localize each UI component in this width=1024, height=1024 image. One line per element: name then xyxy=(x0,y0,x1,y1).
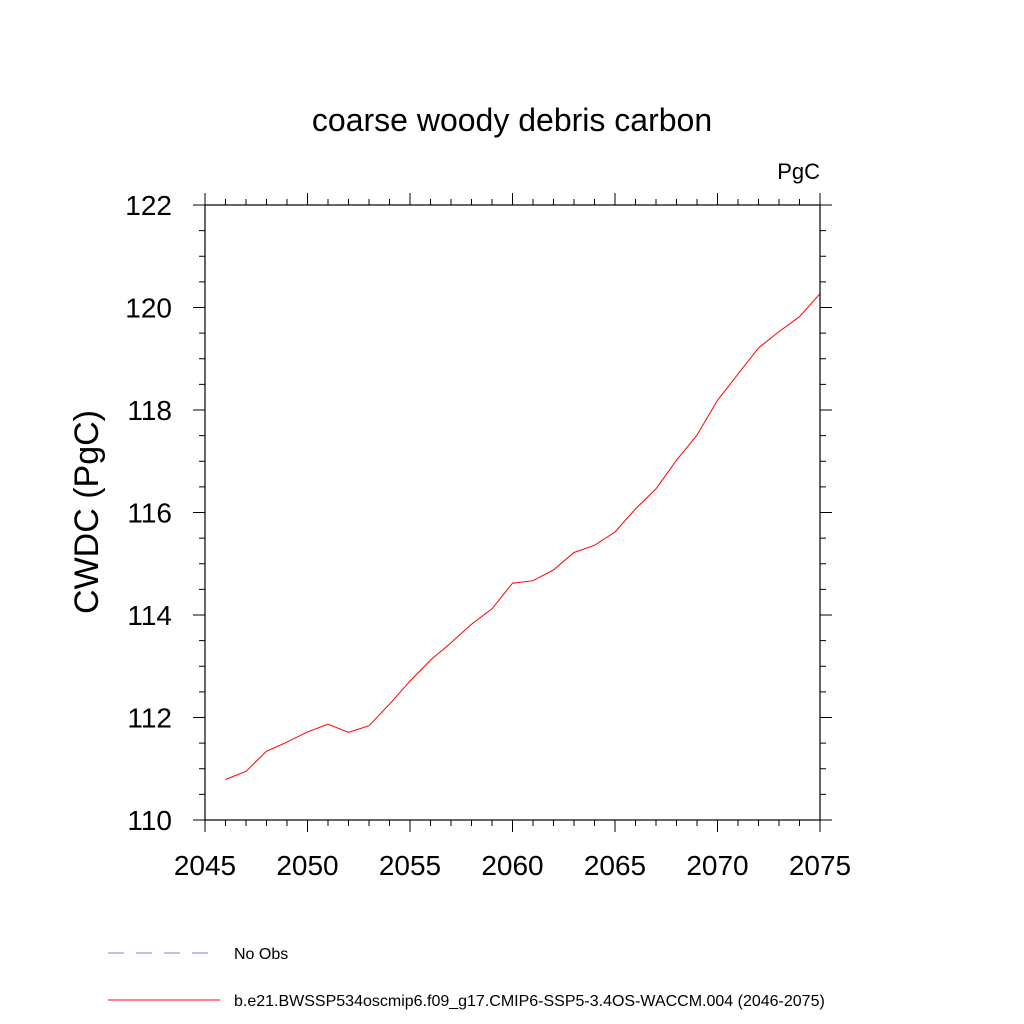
y-tick-label: 118 xyxy=(127,395,172,426)
y-tick-labels: 110 112 114 116 118 120 122 xyxy=(125,190,172,836)
y-tick-label: 110 xyxy=(127,805,172,836)
x-tick-labels: 2045 2050 2055 2060 2065 2070 2075 xyxy=(174,850,851,881)
plot-frame xyxy=(204,204,821,821)
y-axis-label: CWDC (PgC) xyxy=(68,410,106,614)
legend: No Obs b.e21.BWSSP534oscmip6.f09_g17.CMI… xyxy=(108,946,825,1010)
series-layer xyxy=(225,293,821,780)
x-tick-label: 2045 xyxy=(174,850,236,881)
axis-ticks xyxy=(193,193,832,832)
y-tick-label: 122 xyxy=(125,190,172,221)
x-tick-label: 2055 xyxy=(379,850,441,881)
x-tick-label: 2075 xyxy=(789,850,851,881)
y-tick-label: 120 xyxy=(125,293,172,324)
y-tick-label: 114 xyxy=(127,600,172,631)
x-tick-label: 2065 xyxy=(584,850,646,881)
units-label: PgC xyxy=(777,159,820,184)
y-tick-label: 112 xyxy=(127,703,172,734)
legend-label-no-obs: No Obs xyxy=(234,946,288,963)
series-line-0 xyxy=(225,293,821,780)
x-tick-label: 2050 xyxy=(276,850,338,881)
x-tick-label: 2070 xyxy=(686,850,748,881)
legend-label-model: b.e21.BWSSP534oscmip6.f09_g17.CMIP6-SSP5… xyxy=(234,993,825,1010)
y-tick-label: 116 xyxy=(127,498,172,529)
chart-title: coarse woody debris carbon xyxy=(312,102,712,138)
x-tick-label: 2060 xyxy=(481,850,543,881)
